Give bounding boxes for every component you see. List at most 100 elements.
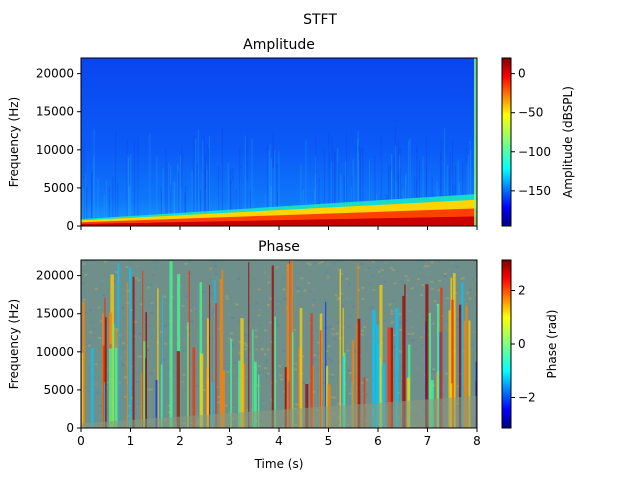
amplitude-noise-streak xyxy=(452,139,454,226)
phase-noise-speckle xyxy=(370,306,374,309)
phase-noise-speckle xyxy=(122,260,126,263)
phase-noise-speckle xyxy=(397,324,401,327)
amplitude-noise-streak xyxy=(240,168,242,226)
phase-noise-speckle xyxy=(208,337,212,340)
amplitude-noise-streak xyxy=(337,161,339,226)
phase-noise-speckle xyxy=(315,353,319,356)
phase-noise-speckle xyxy=(258,308,262,311)
amplitude-noise-streak xyxy=(93,128,95,226)
phase-noise-speckle xyxy=(236,308,240,311)
phase-xtick-label: 6 xyxy=(374,434,382,448)
amplitude-noise-streak xyxy=(334,150,336,226)
phase-noise-speckle xyxy=(409,276,413,279)
phase-noise-speckle xyxy=(142,308,146,311)
phase-noise-speckle xyxy=(306,307,310,310)
phase-noise-speckle xyxy=(329,326,333,329)
amplitude-noise-streak xyxy=(315,135,317,226)
phase-noise-speckle xyxy=(93,379,97,382)
phase-noise-speckle xyxy=(282,349,286,352)
amplitude-noise-streak xyxy=(167,163,169,226)
phase-noise-speckle xyxy=(209,278,213,281)
phase-noise-speckle xyxy=(316,341,320,344)
phase-noise-speckle xyxy=(180,354,184,357)
phase-noise-speckle xyxy=(447,269,451,272)
phase-noise-speckle xyxy=(447,262,451,265)
phase-noise-speckle xyxy=(263,353,267,356)
phase-noise-speckle xyxy=(398,328,402,331)
phase-noise-speckle xyxy=(455,325,459,328)
phase-noise-speckle xyxy=(331,373,335,376)
phase-noise-speckle xyxy=(257,324,261,327)
amplitude-noise-streak xyxy=(409,138,411,226)
amplitude-noise-streak xyxy=(274,150,276,226)
amplitude-noise-streak xyxy=(473,141,475,226)
phase-noise-speckle xyxy=(337,296,341,299)
phase-noise-speckle xyxy=(243,342,247,345)
phase-noise-speckle xyxy=(345,277,349,280)
phase-noise-speckle xyxy=(256,369,260,372)
phase-streak xyxy=(219,279,222,428)
amplitude-noise-streak xyxy=(93,156,95,226)
phase-noise-speckle xyxy=(326,278,330,281)
phase-streak xyxy=(425,284,429,428)
phase-noise-speckle xyxy=(261,265,265,268)
phase-noise-speckle xyxy=(331,333,335,336)
phase-noise-speckle xyxy=(129,370,133,373)
phase-noise-speckle xyxy=(254,329,258,332)
phase-noise-speckle xyxy=(130,399,134,402)
phase-noise-speckle xyxy=(130,397,134,400)
phase-streak xyxy=(104,297,106,428)
phase-noise-speckle xyxy=(317,368,321,371)
amplitude-noise-streak xyxy=(177,171,179,226)
amplitude-noise-streak xyxy=(399,154,401,226)
phase-noise-speckle xyxy=(369,282,373,285)
phase-xtick-label: 0 xyxy=(77,434,85,448)
phase-streak xyxy=(192,347,196,428)
amplitude-noise-streak xyxy=(374,155,376,226)
phase-noise-speckle xyxy=(410,287,414,290)
phase-noise-speckle xyxy=(227,313,231,316)
amplitude-x-ticks xyxy=(80,226,478,230)
phase-noise-speckle xyxy=(341,304,345,307)
phase-noise-speckle xyxy=(313,358,317,361)
phase-streak xyxy=(327,384,331,428)
amplitude-noise-streak xyxy=(165,148,167,226)
phase-noise-speckle xyxy=(293,328,297,331)
amplitude-noise-streak xyxy=(203,135,205,226)
amplitude-noise-streak xyxy=(469,140,471,226)
phase-streak xyxy=(351,340,355,428)
phase-noise-speckle xyxy=(372,288,376,291)
amplitude-noise-streak xyxy=(447,165,449,226)
phase-streak xyxy=(271,265,274,428)
phase-noise-speckle xyxy=(341,326,345,329)
phase-noise-speckle xyxy=(123,317,127,320)
amplitude-colorbar-label: Amplitude (dBSPL) xyxy=(561,86,575,198)
phase-noise-speckle xyxy=(438,279,442,282)
amplitude-colorbar-tick-label: −150 xyxy=(518,184,551,198)
phase-noise-speckle xyxy=(125,363,129,366)
amplitude-noise-streak xyxy=(128,157,130,226)
amplitude-noise-streak xyxy=(166,162,168,226)
phase-colorbar-label: Phase (rad) xyxy=(545,310,559,379)
phase-streak xyxy=(214,279,216,428)
phase-noise-speckle xyxy=(104,283,108,286)
phase-noise-speckle xyxy=(335,267,339,270)
phase-streak xyxy=(437,303,440,428)
phase-noise-speckle xyxy=(445,319,449,322)
phase-noise-speckle xyxy=(93,382,97,385)
phase-noise-speckle xyxy=(268,295,272,298)
phase-noise-speckle xyxy=(296,287,300,290)
phase-noise-speckle xyxy=(361,353,365,356)
phase-streak xyxy=(253,361,257,428)
amplitude-noise-streak xyxy=(83,175,85,226)
phase-noise-speckle xyxy=(348,314,352,317)
phase-noise-speckle xyxy=(296,290,300,293)
phase-noise-speckle xyxy=(435,369,439,372)
phase-streak xyxy=(126,281,129,428)
phase-noise-speckle xyxy=(462,293,466,296)
phase-noise-speckle xyxy=(97,291,101,294)
phase-noise-speckle xyxy=(151,274,155,277)
phase-noise-speckle xyxy=(136,402,140,405)
phase-noise-speckle xyxy=(232,404,236,407)
phase-noise-speckle xyxy=(446,297,450,300)
